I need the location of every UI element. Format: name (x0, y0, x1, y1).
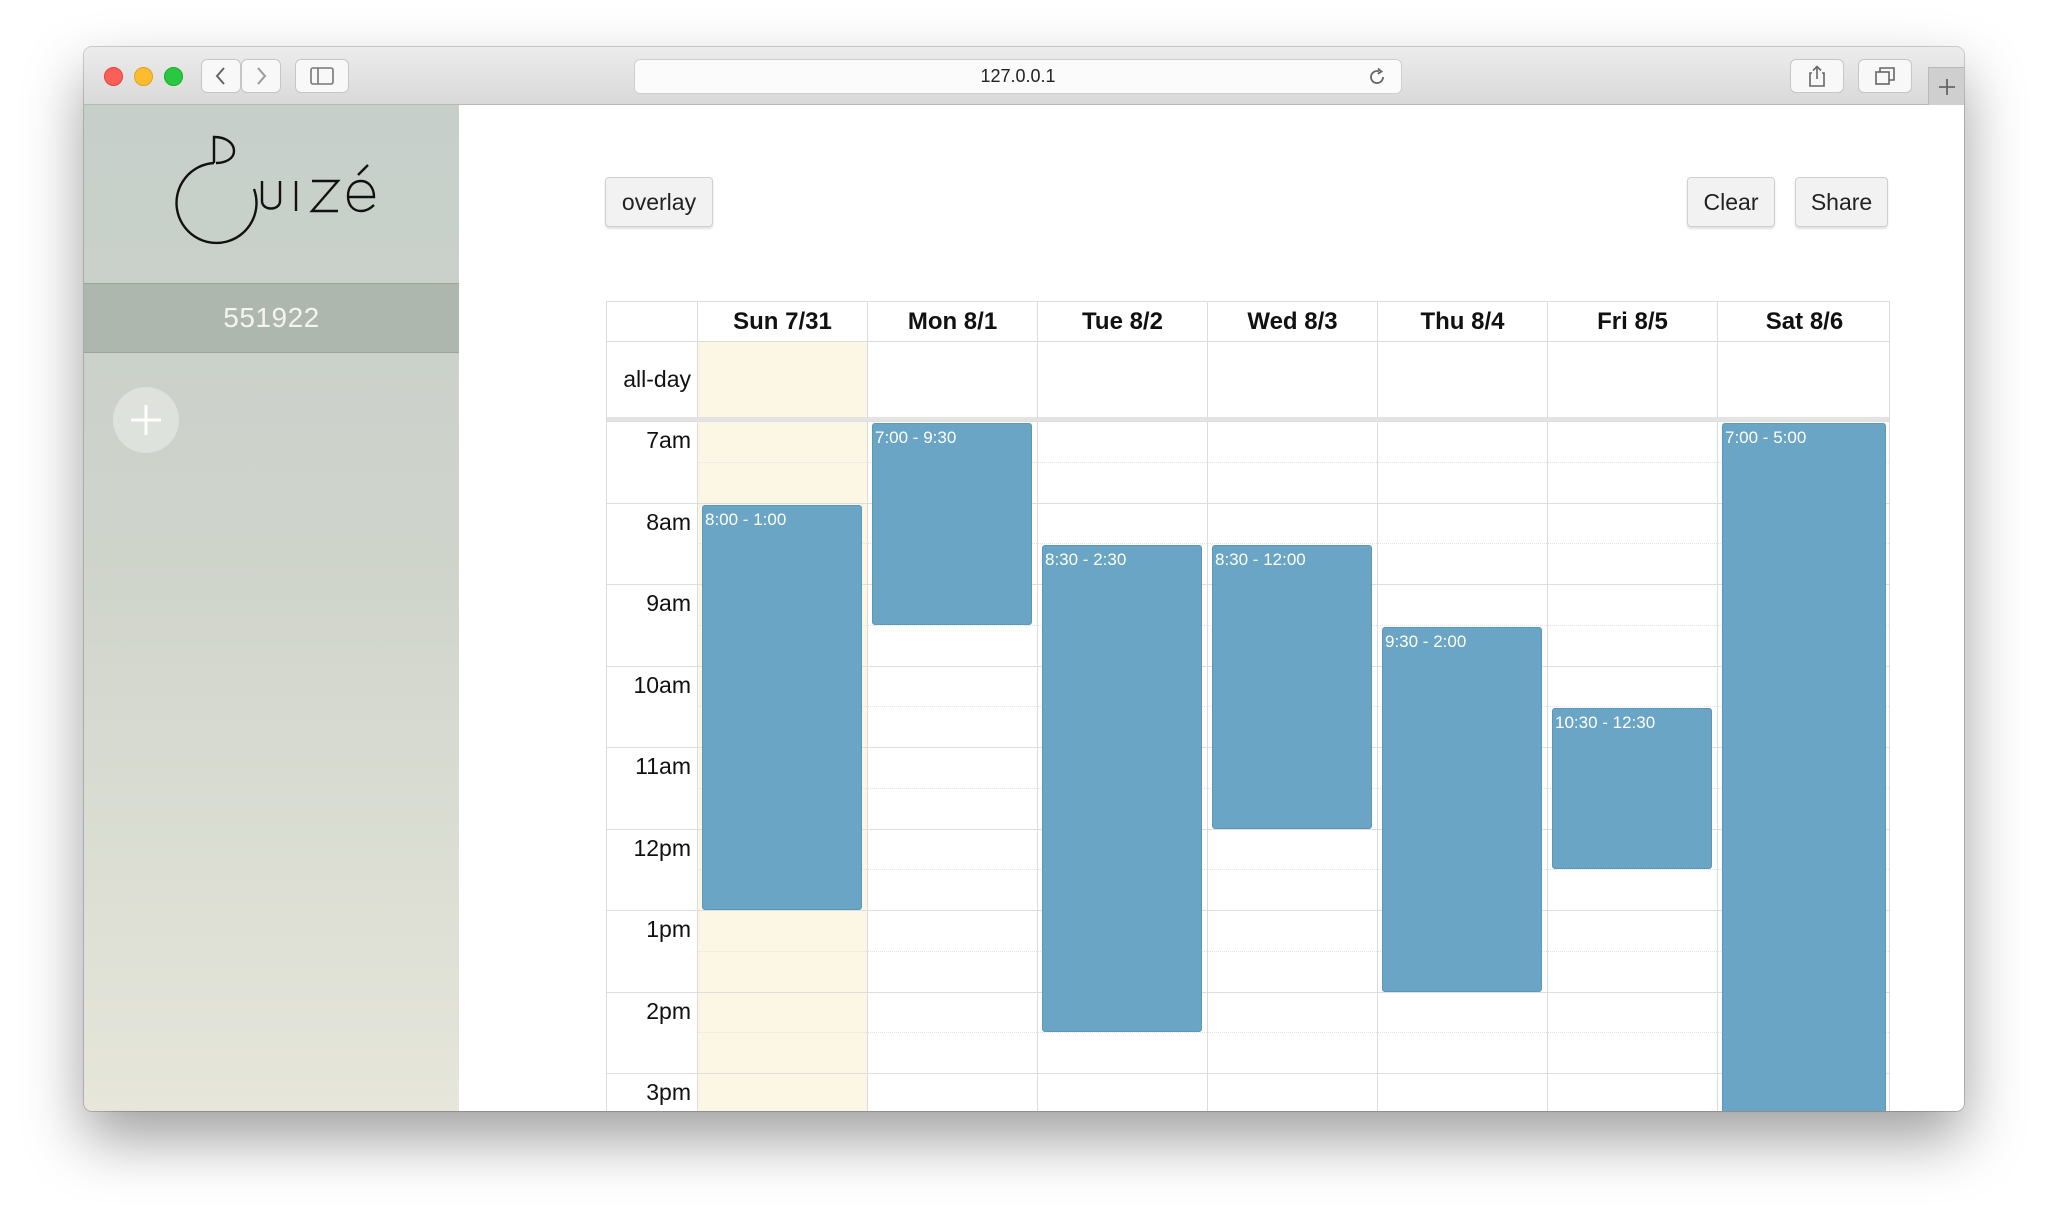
calendar-event[interactable]: 9:30 - 2:00 (1382, 626, 1542, 992)
overlay-button[interactable]: overlay (605, 177, 713, 227)
zoom-window-button[interactable] (164, 67, 183, 86)
clear-button[interactable]: Clear (1687, 177, 1775, 227)
time-grid[interactable]: 7am 8am 9am 10am 11am 12pm 1pm 2pm 3pm 8:00 - 1:0… (607, 421, 1889, 1111)
day-header: Mon 8/1 (867, 302, 1037, 342)
hour-label: 9am (646, 590, 691, 616)
all-day-cell[interactable] (1037, 342, 1207, 417)
share-page-button[interactable] (1790, 59, 1844, 93)
address-bar[interactable]: 127.0.0.1 (634, 59, 1402, 94)
hour-gridline (607, 502, 1889, 504)
share-button[interactable]: Share (1795, 177, 1888, 227)
all-day-label: all-day (623, 366, 691, 392)
minimize-window-button[interactable] (134, 67, 153, 86)
hour-label: 7am (646, 427, 691, 453)
day-header: Thu 8/4 (1377, 302, 1547, 342)
day-column-divider (1037, 421, 1038, 1111)
url-text: 127.0.0.1 (980, 66, 1056, 86)
reload-icon[interactable] (1367, 67, 1387, 87)
sidebar-toggle-button[interactable] (295, 59, 349, 93)
plus-icon (131, 405, 161, 435)
day-column-divider (1547, 421, 1548, 1111)
day-header: Wed 8/3 (1207, 302, 1377, 342)
header-corner (607, 302, 697, 342)
back-button[interactable] (201, 59, 241, 93)
hour-label: 8am (646, 508, 691, 535)
all-day-cell[interactable] (1377, 342, 1547, 417)
calendar-event[interactable]: 8:30 - 12:00 (1212, 545, 1372, 829)
half-hour-gridline (697, 543, 1889, 545)
day-header: Sat 8/6 (1717, 302, 1889, 342)
calendar-event[interactable]: 8:00 - 1:00 (702, 504, 862, 910)
tabs-icon (1875, 67, 1895, 85)
calendar-event[interactable]: 7:00 - 5:00 (1722, 423, 1886, 1111)
hour-label: 12pm (633, 834, 691, 861)
hour-label: 2pm (646, 997, 691, 1024)
day-header: Tue 8/2 (1037, 302, 1207, 342)
hour-label: 11am (635, 753, 691, 779)
all-day-cell[interactable] (867, 342, 1037, 417)
sidebar-icon (310, 67, 334, 85)
all-day-cell[interactable] (1547, 342, 1717, 417)
hour-label: 10am (633, 671, 691, 698)
hour-gridline (607, 1073, 1889, 1074)
share-icon (1809, 65, 1825, 87)
day-column-divider (697, 421, 698, 1111)
day-header: Fri 8/5 (1547, 302, 1717, 342)
half-hour-gridline (697, 869, 1889, 871)
half-hour-gridline (697, 950, 1889, 952)
hour-gridline (607, 421, 1889, 422)
hour-label: 1pm (646, 916, 691, 942)
all-day-cell[interactable] (697, 342, 867, 417)
half-hour-gridline (697, 1032, 1889, 1034)
all-day-divider (607, 417, 1889, 421)
hour-gridline (607, 991, 1889, 993)
all-day-cell[interactable] (1207, 342, 1377, 417)
close-window-button[interactable] (104, 67, 123, 86)
forward-button[interactable] (241, 59, 281, 93)
week-calendar: Sun 7/31 Mon 8/1 Tue 8/2 Wed 8/3 Thu 8/4… (606, 301, 1890, 1111)
chevron-right-icon (257, 67, 267, 85)
day-column-divider (867, 421, 868, 1111)
day-column-divider (1207, 421, 1208, 1111)
new-tab-button[interactable] (1928, 67, 1964, 105)
hour-gridline (607, 910, 1889, 911)
half-hour-gridline (697, 461, 1889, 463)
calendar-event[interactable]: 10:30 - 12:30 (1552, 708, 1712, 870)
day-column-divider (1377, 421, 1378, 1111)
add-calendar-button[interactable] (113, 387, 179, 453)
all-day-cell[interactable] (1717, 342, 1889, 417)
plus-icon (1938, 78, 1955, 95)
calendar-event[interactable]: 8:30 - 2:30 (1042, 545, 1202, 1033)
tabs-overview-button[interactable] (1858, 59, 1912, 93)
main-content: overlay Clear Share Sun 7/31 Mon 8/1 Tue… (459, 105, 1964, 1111)
room-code[interactable]: 551922 (84, 283, 459, 353)
chevron-left-icon (215, 67, 225, 85)
calendar-event[interactable]: 7:00 - 9:30 (872, 423, 1032, 625)
hour-gridline (607, 828, 1889, 830)
browser-window: 127.0.0.1 551922 (84, 47, 1964, 1111)
browser-toolbar: 127.0.0.1 (84, 47, 1964, 105)
app-logo (162, 129, 386, 254)
day-column-divider (1717, 421, 1718, 1111)
hour-label: 3pm (646, 1079, 691, 1105)
app-sidebar: 551922 (84, 105, 459, 1111)
day-header: Sun 7/31 (697, 302, 867, 342)
